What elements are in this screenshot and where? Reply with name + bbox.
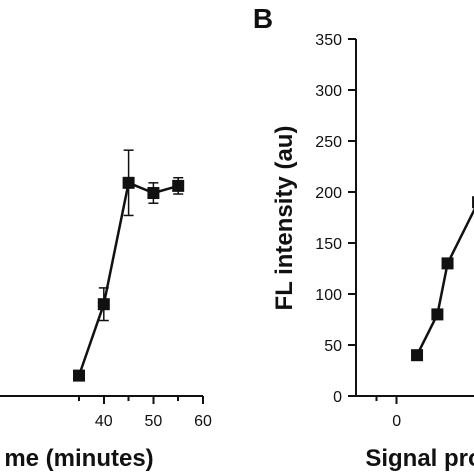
y-tick-label: 300: [315, 83, 342, 100]
panel-label: B: [253, 3, 273, 34]
y-tick-label: 350: [315, 32, 342, 49]
x-axis-title: Signal pro: [365, 445, 474, 472]
y-tick-label: 200: [315, 185, 342, 202]
x-tick-label: 40: [95, 413, 113, 430]
y-tick-label: 0: [333, 389, 342, 406]
data-point: [411, 349, 424, 362]
y-tick-label: 50: [324, 338, 342, 355]
chart-panel-0: [0, 149, 204, 404]
y-tick-label: 100: [315, 287, 342, 304]
x-tick-label: 60: [194, 413, 212, 430]
data-point: [472, 196, 474, 209]
x-tick-label: 50: [145, 413, 163, 430]
y-tick-label: 150: [315, 236, 342, 253]
data-point: [172, 179, 185, 192]
y-axis-title: FL intensity (au): [271, 126, 298, 311]
chart-panel-1: [348, 38, 474, 404]
data-point: [431, 308, 444, 321]
data-point: [441, 257, 454, 270]
series-line: [415, 207, 474, 357]
data-point: [147, 187, 160, 200]
y-tick-label: 250: [315, 134, 342, 151]
x-tick-label: 0: [392, 413, 401, 430]
data-point: [97, 298, 110, 311]
x-axis-title: me (minutes): [4, 445, 153, 472]
data-point: [122, 176, 135, 189]
data-point: [73, 369, 85, 382]
